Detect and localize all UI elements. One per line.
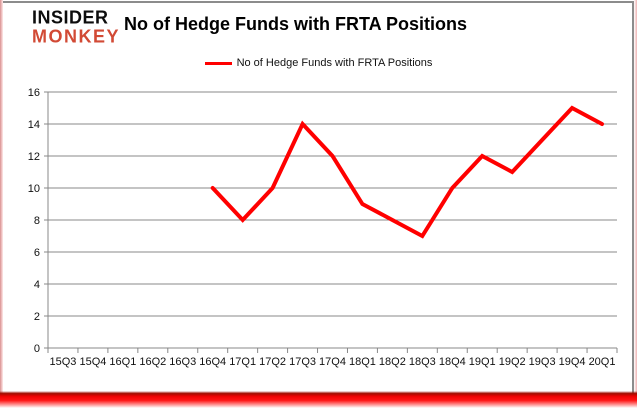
insider-monkey-logo: INSIDER MONKEY — [32, 6, 121, 47]
x-tick-label: 20Q1 — [589, 356, 616, 368]
x-tick-label: 17Q4 — [319, 356, 346, 368]
x-tick-label: 15Q3 — [50, 356, 77, 368]
x-tick-label: 16Q4 — [199, 356, 226, 368]
logo-monkey-text: MONKEY — [32, 25, 121, 47]
legend-line-swatch — [204, 61, 232, 65]
x-tick-label: 18Q3 — [409, 356, 436, 368]
left-pink-border — [0, 0, 3, 396]
series-line — [210, 105, 604, 239]
x-tick-label: 15Q4 — [79, 356, 106, 368]
x-tick-label: 19Q1 — [469, 356, 496, 368]
y-tick-label: 10 — [28, 183, 40, 195]
x-tick-label: 19Q2 — [499, 356, 526, 368]
x-tick-label: 19Q3 — [529, 356, 556, 368]
y-tick-label: 4 — [34, 279, 40, 291]
x-tick-label: 17Q2 — [259, 356, 286, 368]
y-tick-label: 6 — [34, 247, 40, 259]
legend-label: No of Hedge Funds with FRTA Positions — [236, 57, 433, 69]
right-pink-border — [634, 0, 637, 396]
x-tick-label: 17Q3 — [289, 356, 316, 368]
x-tick-label: 18Q4 — [439, 356, 466, 368]
y-tick-label: 16 — [28, 87, 40, 99]
y-tick-label: 0 — [34, 343, 40, 355]
bottom-red-bar — [0, 391, 637, 408]
y-tick-label: 12 — [28, 151, 40, 163]
x-tick-label: 16Q2 — [139, 356, 166, 368]
logo-insider-text: INSIDER — [32, 6, 109, 28]
x-tick-label: 18Q1 — [349, 356, 376, 368]
x-tick-label: 16Q1 — [109, 356, 136, 368]
chart-title: No of Hedge Funds with FRTA Positions — [124, 14, 467, 34]
legend: No of Hedge Funds with FRTA Positions — [0, 55, 637, 71]
y-tick-label: 8 — [34, 215, 40, 227]
y-tick-label: 14 — [28, 119, 40, 131]
x-tick-label: 16Q3 — [169, 356, 196, 368]
y-tick-label: 2 — [34, 311, 40, 323]
x-tick-label: 18Q2 — [379, 356, 406, 368]
x-tick-label: 17Q1 — [229, 356, 256, 368]
x-tick-label: 19Q4 — [559, 356, 586, 368]
